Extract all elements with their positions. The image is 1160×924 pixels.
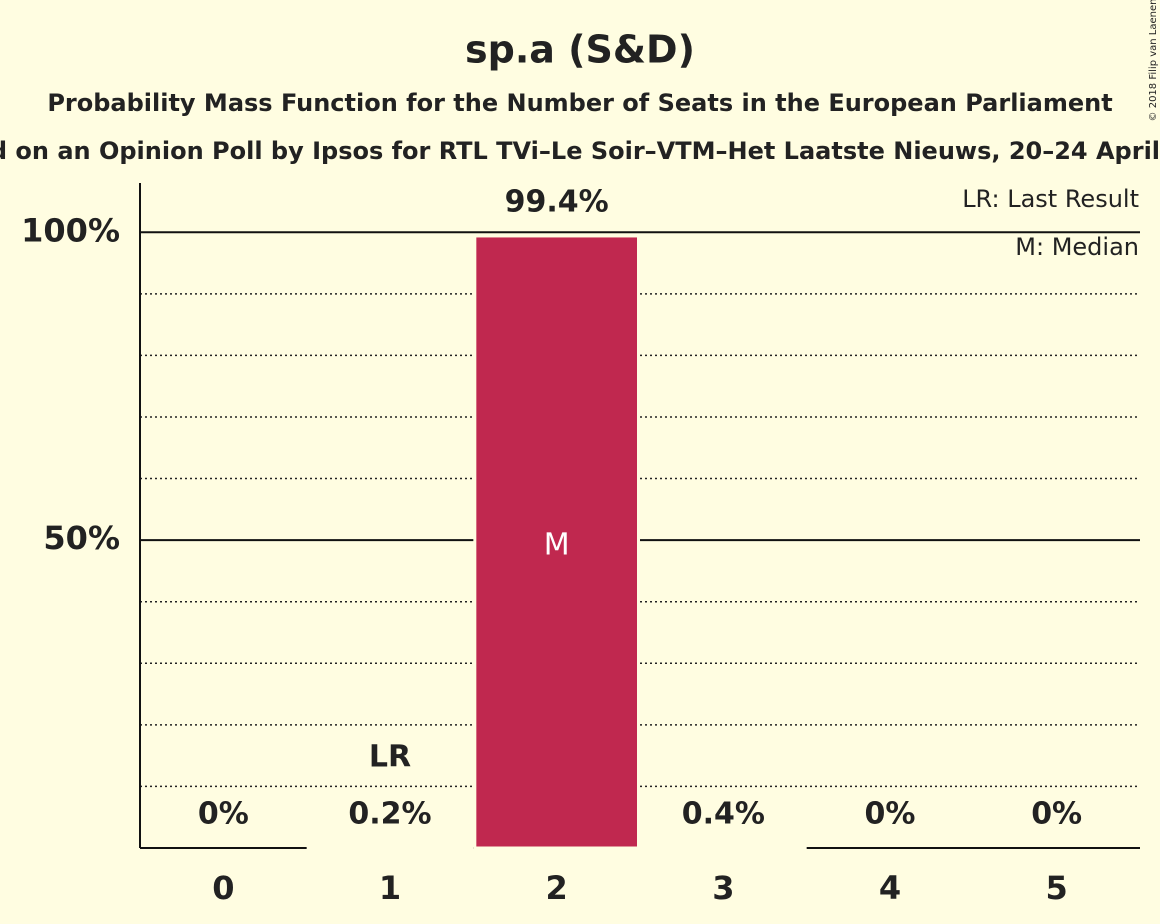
legend-entry: LR: Last Result bbox=[962, 185, 1139, 213]
value-label: 0.4% bbox=[682, 797, 765, 832]
value-label: 0% bbox=[198, 797, 249, 832]
legend-entry: M: Median bbox=[1015, 233, 1139, 261]
y-tick-label: 100% bbox=[21, 211, 120, 249]
y-tick-label: 50% bbox=[43, 519, 120, 557]
chart-title: sp.a (S&D) bbox=[465, 28, 695, 72]
x-tick-label: 3 bbox=[712, 869, 734, 907]
value-label: 0.2% bbox=[348, 797, 431, 832]
copyright: © 2018 Filip van Laenen bbox=[1148, 0, 1159, 121]
value-label: 0% bbox=[865, 797, 916, 832]
x-tick-label: 2 bbox=[546, 869, 568, 907]
x-tick-label: 4 bbox=[879, 869, 901, 907]
chart-subtitle: Probability Mass Function for the Number… bbox=[47, 89, 1112, 117]
bar bbox=[306, 845, 474, 850]
x-tick-label: 1 bbox=[379, 869, 401, 907]
x-tick-label: 0 bbox=[212, 869, 234, 907]
annotation: M bbox=[544, 528, 570, 563]
bar bbox=[640, 844, 807, 850]
bar bbox=[473, 234, 641, 850]
chart-caption: Based on an Opinion Poll by Ipsos for RT… bbox=[0, 137, 1160, 165]
value-label: 99.4% bbox=[505, 184, 609, 219]
value-label: 0% bbox=[1031, 797, 1082, 832]
annotation: LR bbox=[369, 740, 411, 775]
x-tick-label: 5 bbox=[1046, 869, 1068, 907]
